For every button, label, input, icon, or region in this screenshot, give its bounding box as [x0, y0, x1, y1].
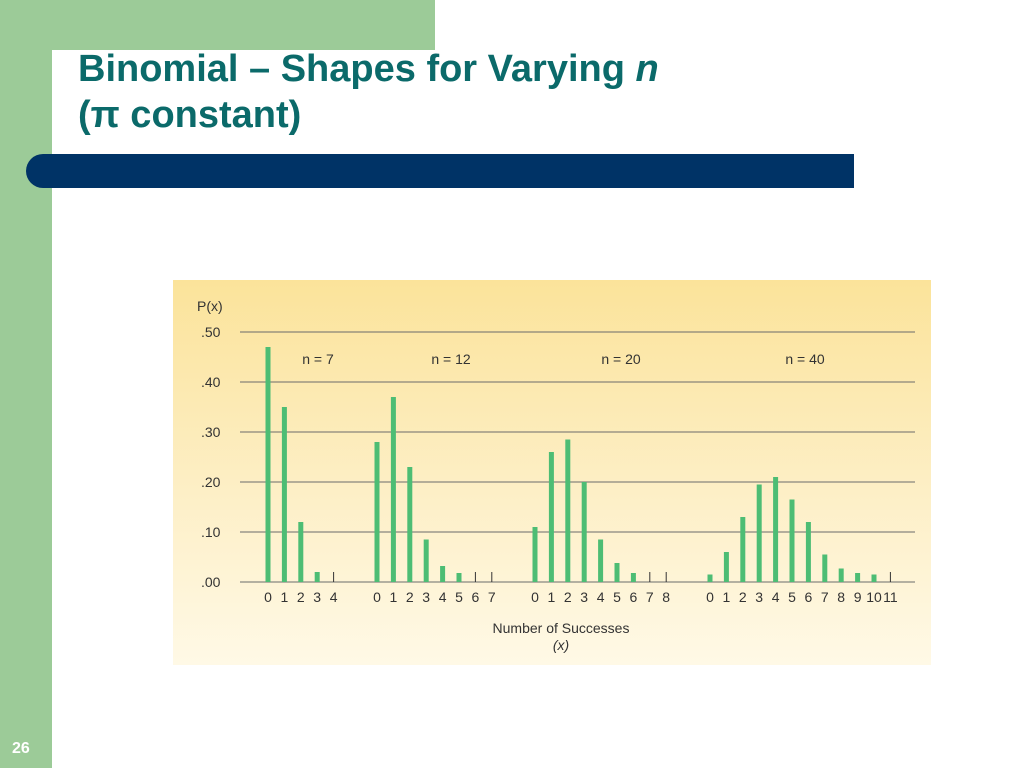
chart-bar [789, 499, 795, 582]
chart-bar [265, 347, 271, 582]
x-tick-label: 5 [455, 589, 463, 605]
chart-bar [548, 452, 554, 582]
x-tick-label: 3 [755, 589, 763, 605]
x-tick-label: 2 [406, 589, 414, 605]
chart-bar [456, 573, 462, 582]
y-tick-label: .50 [201, 324, 221, 340]
x-tick-label: 4 [330, 589, 338, 605]
chart-bar [805, 522, 811, 582]
chart-bar [298, 522, 304, 582]
chart-bar [314, 572, 320, 582]
x-tick-label: 6 [805, 589, 813, 605]
chart-bar [374, 442, 380, 582]
title-line-1: Binomial – Shapes for Varying [78, 48, 636, 90]
x-tick-label: 6 [472, 589, 480, 605]
x-tick-label: 1 [548, 589, 556, 605]
x-tick-label: 7 [821, 589, 829, 605]
x-tick-label: 1 [281, 589, 289, 605]
series-label: n = 40 [785, 351, 825, 367]
x-tick-label: 0 [706, 589, 714, 605]
y-tick-label: .00 [201, 574, 221, 590]
x-tick-label: 2 [739, 589, 747, 605]
x-tick-label: 6 [630, 589, 638, 605]
chart-bar [614, 563, 620, 582]
chart-bar [871, 574, 877, 582]
x-tick-label: 1 [390, 589, 398, 605]
chart-bar [598, 539, 604, 582]
series-label: n = 7 [302, 351, 334, 367]
top-accent-bar [52, 0, 435, 50]
chart-bar [281, 407, 287, 582]
chart-bar [855, 573, 861, 582]
x-tick-label: 5 [613, 589, 621, 605]
x-tick-label: 4 [597, 589, 605, 605]
y-tick-label: .20 [201, 474, 221, 490]
chart-bar [581, 482, 587, 582]
y-tick-label: .10 [201, 524, 221, 540]
y-tick-label: .30 [201, 424, 221, 440]
binomial-chart: .00.10.20.30.40.50P(x)n = 70 1 2 3 4n = 120 1… [197, 298, 915, 653]
x-tick-label: 5 [788, 589, 796, 605]
x-tick-label: 0 [531, 589, 539, 605]
chart-bar [630, 573, 636, 582]
chart-bar [390, 397, 396, 582]
y-axis-label: P(x) [197, 298, 223, 314]
x-tick-label: 8 [837, 589, 845, 605]
left-accent-bar [0, 0, 52, 768]
x-tick-label: 2 [564, 589, 572, 605]
chart-bar [532, 527, 538, 582]
chart-bar [407, 467, 413, 582]
slide-number: 26 [12, 740, 30, 757]
title-line-2: (π constant) [78, 94, 302, 136]
x-tick-label: 0 [373, 589, 381, 605]
x-tick-label: 1 [723, 589, 731, 605]
x-axis-label: Number of Successes [493, 620, 630, 636]
title-rule [26, 154, 854, 188]
x-tick-label: 3 [422, 589, 430, 605]
x-tick-label: 7 [488, 589, 496, 605]
x-tick-label: 9 [854, 589, 862, 605]
chart-bar [440, 566, 446, 582]
x-tick-label: 7 [646, 589, 654, 605]
chart-bar [740, 517, 746, 582]
chart-bar [423, 539, 429, 582]
slide-title: Binomial – Shapes for Varying n (π const… [78, 46, 659, 138]
chart-bar [822, 554, 828, 582]
chart-bar [838, 568, 844, 582]
title-variable: n [635, 48, 659, 90]
x-tick-label: 8 [662, 589, 670, 605]
x-tick-label: 11 [883, 589, 898, 605]
y-tick-label: .40 [201, 374, 221, 390]
series-label: n = 12 [431, 351, 471, 367]
chart-bar [565, 439, 571, 582]
x-tick-label: 2 [297, 589, 305, 605]
series-label: n = 20 [601, 351, 641, 367]
x-tick-label: 4 [772, 589, 780, 605]
x-tick-label: 10 [866, 589, 882, 605]
x-tick-label: 3 [580, 589, 588, 605]
x-tick-label: 3 [313, 589, 321, 605]
chart-bar [756, 484, 762, 582]
chart-bar [773, 477, 779, 582]
chart-bar [723, 552, 729, 582]
x-tick-label: 4 [439, 589, 447, 605]
x-tick-label: 0 [264, 589, 272, 605]
x-axis-variable: (x) [553, 637, 569, 653]
chart-bar [707, 574, 713, 582]
